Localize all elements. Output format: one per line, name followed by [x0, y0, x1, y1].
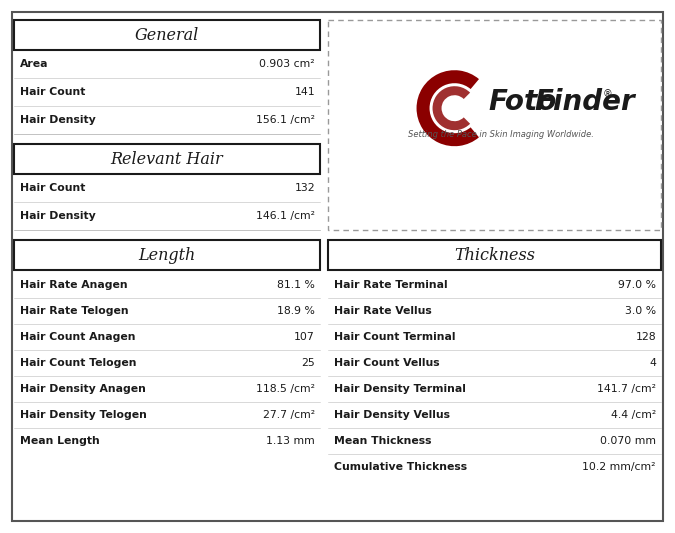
Bar	[328, 240, 661, 270]
Wedge shape	[433, 86, 470, 130]
Text: 3.0 %: 3.0 %	[625, 306, 656, 316]
Text: Hair Count: Hair Count	[20, 183, 85, 193]
Text: Area: Area	[20, 59, 49, 69]
Text: 27.7 /cm²: 27.7 /cm²	[263, 410, 315, 420]
Text: 18.9 %: 18.9 %	[277, 306, 315, 316]
Text: 107: 107	[294, 332, 315, 342]
Bar	[14, 20, 320, 50]
Text: Cumulative Thickness: Cumulative Thickness	[334, 462, 467, 472]
Text: Setting the Pace in Skin Imaging Worldwide.: Setting the Pace in Skin Imaging Worldwi…	[408, 130, 594, 139]
Text: Length: Length	[138, 246, 196, 263]
Text: Hair Density Telogen: Hair Density Telogen	[20, 410, 147, 420]
Text: 10.2 mm/cm²: 10.2 mm/cm²	[583, 462, 656, 472]
Text: Hair Density: Hair Density	[20, 211, 96, 221]
Text: 141.7 /cm²: 141.7 /cm²	[597, 384, 656, 394]
Text: Hair Count Anagen: Hair Count Anagen	[20, 332, 136, 342]
Text: Hair Rate Anagen: Hair Rate Anagen	[20, 280, 128, 290]
Text: Relevant Hair: Relevant Hair	[111, 150, 223, 167]
Text: Mean Length: Mean Length	[20, 436, 100, 446]
Text: Thickness: Thickness	[454, 246, 535, 263]
Text: Hair Density Terminal: Hair Density Terminal	[334, 384, 466, 394]
Text: 0.903 cm²: 0.903 cm²	[259, 59, 315, 69]
Text: Hair Count Terminal: Hair Count Terminal	[334, 332, 456, 342]
Text: 156.1 /cm²: 156.1 /cm²	[256, 115, 315, 125]
Text: Hair Density Vellus: Hair Density Vellus	[334, 410, 450, 420]
Text: Hair Rate Telogen: Hair Rate Telogen	[20, 306, 129, 316]
Text: Foto: Foto	[489, 88, 557, 116]
Text: Hair Count Vellus: Hair Count Vellus	[334, 358, 439, 368]
Text: 97.0 %: 97.0 %	[618, 280, 656, 290]
Text: Hair Rate Terminal: Hair Rate Terminal	[334, 280, 448, 290]
Text: General: General	[135, 27, 199, 44]
Text: 128: 128	[635, 332, 656, 342]
Text: Hair Density Anagen: Hair Density Anagen	[20, 384, 146, 394]
Text: 0.070 mm: 0.070 mm	[600, 436, 656, 446]
Bar	[14, 240, 320, 270]
Text: 118.5 /cm²: 118.5 /cm²	[256, 384, 315, 394]
Text: 132: 132	[294, 183, 315, 193]
Text: 146.1 /cm²: 146.1 /cm²	[256, 211, 315, 221]
Text: Finder: Finder	[535, 88, 635, 116]
Bar	[328, 20, 661, 230]
Text: 81.1 %: 81.1 %	[277, 280, 315, 290]
Text: Hair Rate Vellus: Hair Rate Vellus	[334, 306, 432, 316]
Text: 141: 141	[294, 87, 315, 97]
Text: Hair Count: Hair Count	[20, 87, 85, 97]
Bar	[14, 144, 320, 174]
Text: Mean Thickness: Mean Thickness	[334, 436, 431, 446]
Text: Hair Density: Hair Density	[20, 115, 96, 125]
Text: 25: 25	[301, 358, 315, 368]
Text: 4.4 /cm²: 4.4 /cm²	[611, 410, 656, 420]
Text: ®: ®	[603, 89, 612, 99]
Text: Hair Count Telogen: Hair Count Telogen	[20, 358, 136, 368]
Wedge shape	[416, 70, 479, 146]
Text: 1.13 mm: 1.13 mm	[266, 436, 315, 446]
Text: 4: 4	[649, 358, 656, 368]
